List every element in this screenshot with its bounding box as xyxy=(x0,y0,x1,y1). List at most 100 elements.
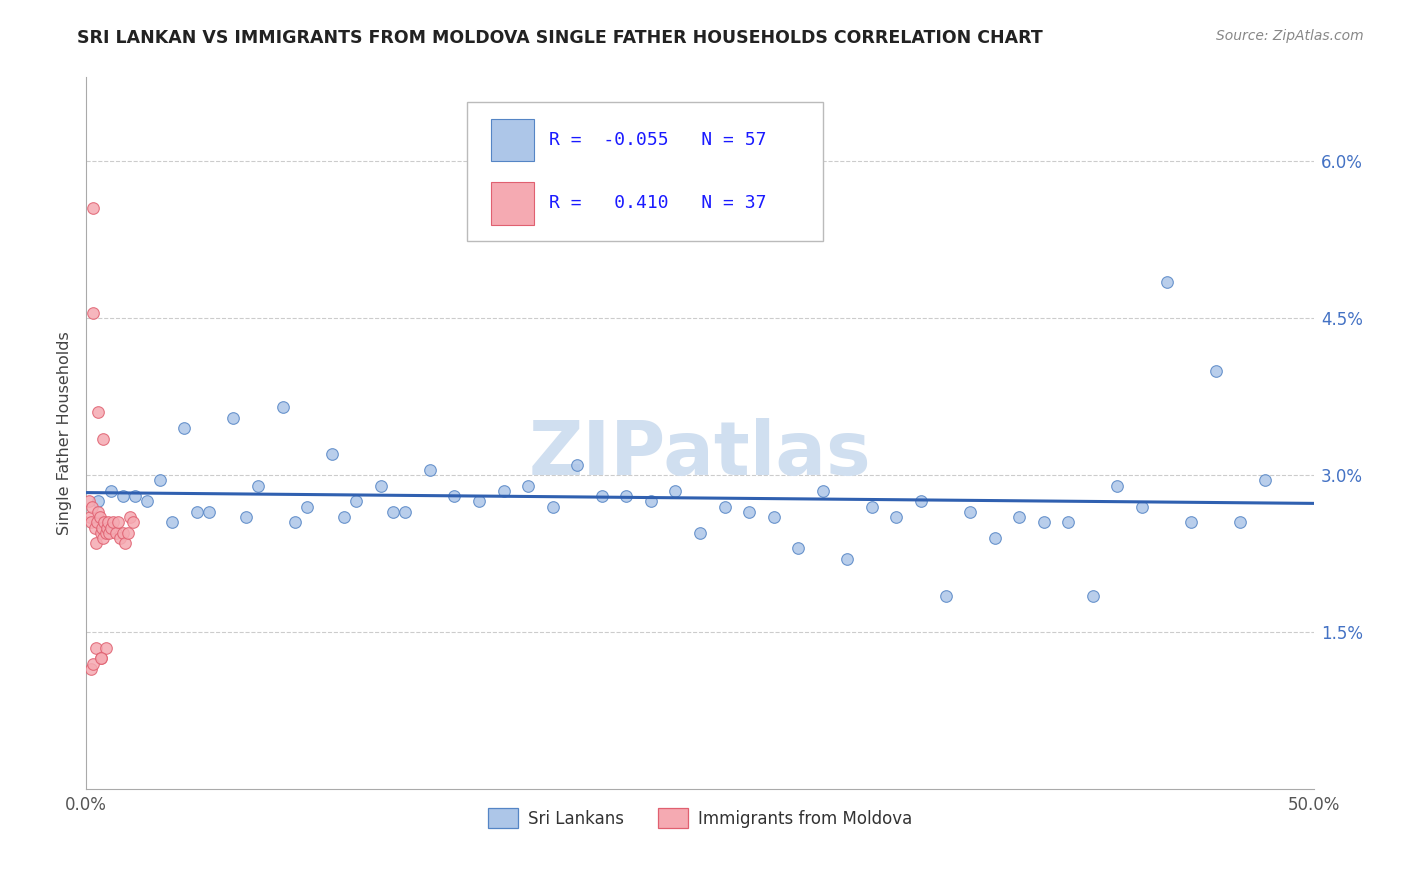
Point xyxy=(664,483,686,498)
Point xyxy=(107,516,129,530)
Point xyxy=(97,516,120,530)
Point xyxy=(1229,516,1251,530)
Point xyxy=(713,500,735,514)
Point xyxy=(837,552,859,566)
Point xyxy=(100,520,122,534)
Point xyxy=(983,531,1005,545)
Point xyxy=(101,516,124,530)
Point xyxy=(1254,474,1277,488)
FancyBboxPatch shape xyxy=(467,103,823,241)
Point xyxy=(492,483,515,498)
Bar xyxy=(491,119,534,161)
Point xyxy=(959,505,981,519)
Point xyxy=(80,516,103,530)
Point xyxy=(104,525,127,540)
Point xyxy=(344,494,367,508)
Point xyxy=(82,500,104,514)
Point xyxy=(235,510,257,524)
Point xyxy=(91,520,114,534)
Text: SRI LANKAN VS IMMIGRANTS FROM MOLDOVA SINGLE FATHER HOUSEHOLDS CORRELATION CHART: SRI LANKAN VS IMMIGRANTS FROM MOLDOVA SI… xyxy=(77,29,1043,46)
Point xyxy=(1008,510,1031,524)
Point xyxy=(87,405,110,419)
Text: ZIPatlas: ZIPatlas xyxy=(529,418,872,491)
Point xyxy=(121,516,143,530)
Point xyxy=(443,489,465,503)
Point xyxy=(98,525,121,540)
Point xyxy=(689,525,711,540)
Point xyxy=(117,525,139,540)
Point xyxy=(419,463,441,477)
Point xyxy=(96,520,118,534)
Point xyxy=(738,505,761,519)
Point xyxy=(136,494,159,508)
Point xyxy=(120,510,142,524)
Point xyxy=(1107,478,1129,492)
Point xyxy=(94,525,117,540)
Point xyxy=(83,520,105,534)
Point xyxy=(246,478,269,492)
Point xyxy=(173,421,195,435)
Point xyxy=(1057,516,1080,530)
Point xyxy=(91,432,114,446)
Point xyxy=(80,662,103,676)
Point xyxy=(382,505,405,519)
Point xyxy=(886,510,908,524)
Point xyxy=(787,541,810,556)
Point xyxy=(124,489,146,503)
Point xyxy=(90,525,112,540)
Point xyxy=(1205,363,1227,377)
Point xyxy=(222,410,245,425)
Point xyxy=(1032,516,1054,530)
Point xyxy=(811,483,834,498)
Point xyxy=(94,640,117,655)
Point xyxy=(295,500,318,514)
Text: R =   0.410   N = 37: R = 0.410 N = 37 xyxy=(548,194,766,212)
Point xyxy=(1180,516,1202,530)
Point xyxy=(82,306,104,320)
Point xyxy=(614,489,637,503)
Point xyxy=(86,516,108,530)
Point xyxy=(1130,500,1153,514)
Point xyxy=(910,494,932,508)
Point xyxy=(77,494,100,508)
Point xyxy=(82,201,104,215)
Point xyxy=(114,536,136,550)
Point xyxy=(1081,589,1104,603)
Point xyxy=(762,510,785,524)
Bar xyxy=(491,182,534,225)
Point xyxy=(567,458,589,472)
Point xyxy=(100,483,122,498)
Y-axis label: Single Father Households: Single Father Households xyxy=(58,332,72,535)
Point xyxy=(111,489,134,503)
Point xyxy=(860,500,883,514)
Point xyxy=(84,640,107,655)
Point xyxy=(84,536,107,550)
Point xyxy=(935,589,957,603)
Point xyxy=(110,531,132,545)
Point xyxy=(1156,275,1178,289)
Point xyxy=(90,651,112,665)
Text: Source: ZipAtlas.com: Source: ZipAtlas.com xyxy=(1216,29,1364,43)
Point xyxy=(87,505,110,519)
Point xyxy=(111,525,134,540)
Point xyxy=(160,516,183,530)
Point xyxy=(321,447,343,461)
Legend: Sri Lankans, Immigrants from Moldova: Sri Lankans, Immigrants from Moldova xyxy=(481,802,918,834)
Point xyxy=(82,657,104,671)
Point xyxy=(468,494,491,508)
Point xyxy=(271,400,294,414)
Point xyxy=(640,494,662,508)
Point xyxy=(87,494,110,508)
Point xyxy=(198,505,221,519)
Point xyxy=(93,516,115,530)
Text: R =  -0.055   N = 57: R = -0.055 N = 57 xyxy=(548,131,766,149)
Point xyxy=(333,510,356,524)
Point xyxy=(591,489,613,503)
Point xyxy=(149,474,172,488)
Point xyxy=(517,478,540,492)
Point xyxy=(79,510,101,524)
Point xyxy=(284,516,307,530)
Point xyxy=(541,500,564,514)
Point xyxy=(370,478,392,492)
Point xyxy=(91,531,114,545)
